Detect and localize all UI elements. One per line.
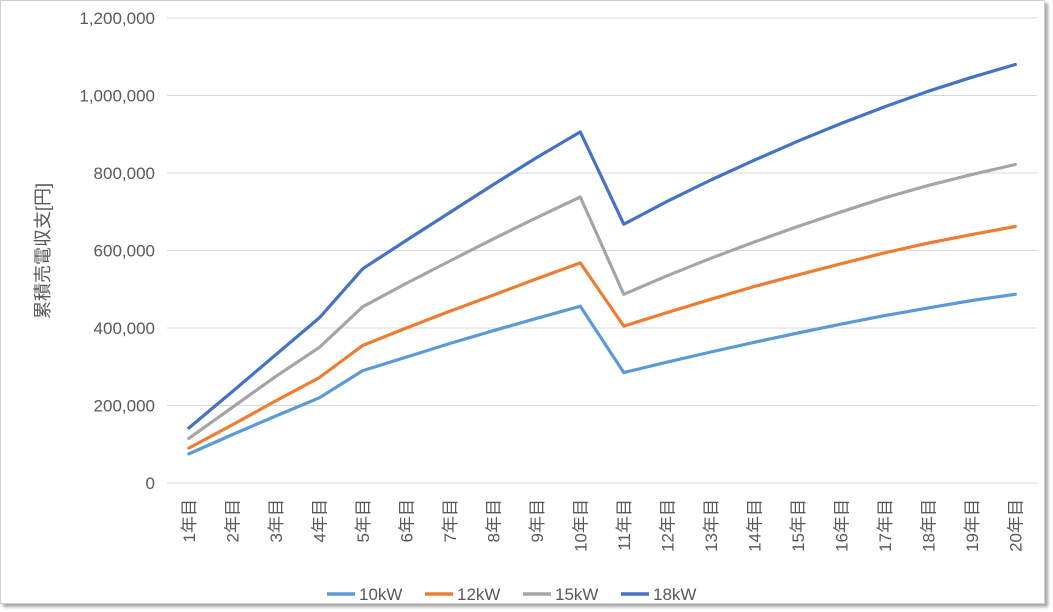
series-line-18kW	[187, 62, 1017, 430]
y-tick-label: 400,000	[94, 319, 155, 338]
x-axis-ticks: 1年目 2年目 3年目 4年目 5年目 6年目 7年目 8年目 9年目 10年目 11年目 12年目 1…	[180, 499, 1026, 552]
x-tick-label: 13年目	[702, 499, 721, 552]
legend-item: 12kW	[425, 585, 500, 604]
x-tick-label: 7年目	[441, 499, 460, 542]
legend-label: 12kW	[457, 585, 500, 603]
y-tick-label: 800,000	[94, 164, 155, 183]
series-line-12kW	[187, 224, 1017, 450]
x-tick-label: 19年目	[963, 499, 982, 552]
x-tick-label: 15年目	[789, 499, 808, 552]
x-tick-label: 8年目	[484, 499, 503, 542]
legend-label: 15kW	[555, 585, 598, 603]
gridlines	[167, 17, 1037, 484]
legend-label: 18kW	[653, 585, 696, 603]
x-tick-label: 17年目	[876, 499, 895, 552]
y-tick-label: 200,000	[94, 397, 155, 416]
x-tick-label: 5年目	[354, 499, 373, 542]
series-line-15kW	[187, 162, 1017, 440]
x-tick-label: 1年目	[180, 499, 199, 542]
chart-container: 0 200,000 400,000 600,000 800,000 1,000,000 1,…	[0, 0, 1045, 604]
x-tick-label: 14年目	[745, 499, 764, 552]
series-line-10kW	[187, 292, 1017, 456]
legend-item: 10kW	[327, 585, 402, 604]
y-tick-label: 0	[146, 474, 155, 493]
legend-item: 18kW	[621, 585, 696, 604]
legend-label: 10kW	[359, 585, 402, 603]
x-tick-label: 18年目	[919, 499, 938, 552]
legend-item: 15kW	[523, 585, 598, 604]
x-tick-label: 4年目	[310, 499, 329, 542]
x-tick-label: 2年目	[223, 499, 242, 542]
y-axis-ticks: 0 200,000 400,000 600,000 800,000 1,000,000 1,…	[79, 9, 155, 493]
x-tick-label: 16年目	[832, 499, 851, 552]
y-tick-label: 600,000	[94, 242, 155, 261]
x-tick-label: 20年目	[1006, 499, 1025, 552]
x-tick-label: 3年目	[267, 499, 286, 542]
series-lines	[187, 62, 1017, 456]
y-axis-label: 累積売電収支[円]	[33, 183, 53, 319]
x-tick-label: 10年目	[571, 499, 590, 552]
y-tick-label: 1,000,000	[79, 87, 155, 106]
legend: 10kW 12kW 15kW 18kW	[327, 585, 696, 604]
x-tick-label: 11年目	[615, 499, 634, 551]
y-tick-label: 1,200,000	[79, 9, 155, 28]
x-tick-label: 6年目	[397, 499, 416, 542]
x-tick-label: 12年目	[658, 499, 677, 552]
x-tick-label: 9年目	[528, 499, 547, 542]
line-chart: 0 200,000 400,000 600,000 800,000 1,000,000 1,…	[33, 9, 1037, 604]
